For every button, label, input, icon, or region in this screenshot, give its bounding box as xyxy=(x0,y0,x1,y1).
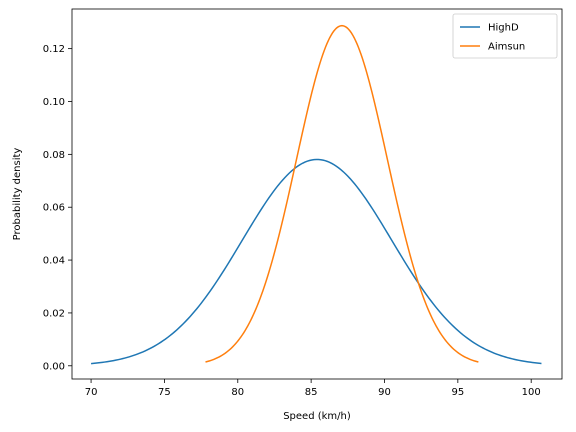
y-tick-label: 0.04 xyxy=(43,256,65,267)
x-tick-label: 95 xyxy=(451,387,464,398)
y-tick-label: 0.00 xyxy=(43,361,65,372)
y-tick-label: 0.08 xyxy=(43,150,65,161)
x-tick-label: 85 xyxy=(305,387,318,398)
y-tick-label: 0.06 xyxy=(43,203,65,214)
y-tick-label: 0.12 xyxy=(43,44,65,55)
legend-label: Aimsun xyxy=(488,42,525,53)
y-axis: 0.00 0.02 0.04 0.06 0.08 0.10 0.12 xyxy=(43,44,72,372)
plot-frame xyxy=(72,9,562,379)
legend: HighD Aimsun xyxy=(453,14,557,58)
series-layer xyxy=(91,26,541,364)
x-axis: 70 75 80 85 90 95 100 xyxy=(85,379,541,398)
y-axis-label: Probability density xyxy=(12,148,23,241)
x-tick-label: 90 xyxy=(378,387,391,398)
series-line-highd xyxy=(91,159,541,363)
x-tick-label: 80 xyxy=(231,387,244,398)
y-tick-label: 0.10 xyxy=(43,97,65,108)
x-tick-label: 75 xyxy=(158,387,171,398)
y-tick-label: 0.02 xyxy=(43,308,65,319)
x-axis-label: Speed (km/h) xyxy=(283,411,351,422)
legend-label: HighD xyxy=(488,23,519,34)
series-line-aimsun xyxy=(206,26,479,362)
x-tick-label: 70 xyxy=(85,387,98,398)
x-tick-label: 100 xyxy=(522,387,541,398)
